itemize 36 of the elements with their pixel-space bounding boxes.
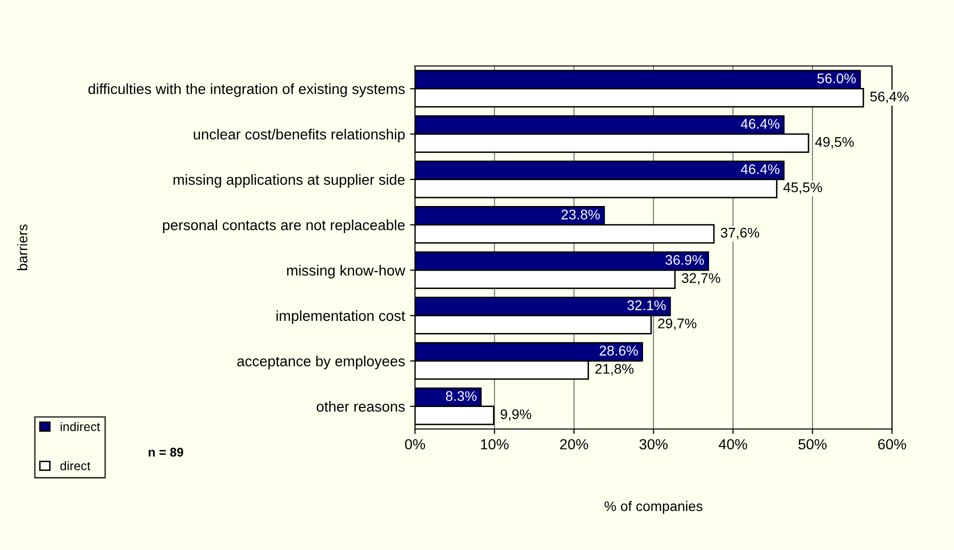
data-label: 32.1% bbox=[627, 300, 666, 310]
data-label: 56.0% bbox=[817, 74, 856, 84]
legend-label: indirect bbox=[60, 422, 100, 432]
data-label: 46.4% bbox=[740, 164, 780, 174]
x-tick-label: 0% bbox=[405, 439, 426, 450]
data-label: 49,5% bbox=[815, 137, 854, 149]
y-tick-label: unclear cost/benefits relationship bbox=[194, 128, 405, 142]
data-label: 21,8% bbox=[595, 364, 634, 376]
x-tick-label: 40% bbox=[718, 439, 748, 450]
x-axis-title: % of companies bbox=[604, 500, 702, 514]
data-label: 32,7% bbox=[682, 273, 720, 285]
x-tick-label: 20% bbox=[560, 439, 588, 450]
data-label: 37,6% bbox=[720, 228, 760, 240]
y-tick-label: difficulties with the integration of existing systems bbox=[88, 83, 405, 97]
x-tick-label: 10% bbox=[481, 439, 509, 450]
y-tick-label: other reasons bbox=[316, 401, 405, 412]
y-axis-title: barriers bbox=[17, 224, 28, 270]
data-label: 8.3% bbox=[446, 391, 477, 401]
x-tick-label: 50% bbox=[798, 439, 827, 450]
data-label: 23.8% bbox=[562, 210, 600, 220]
data-label: 56,4% bbox=[870, 92, 909, 104]
data-label: 28.6% bbox=[600, 346, 638, 356]
data-label: 9,9% bbox=[500, 409, 532, 421]
text: n = 89 bbox=[148, 448, 184, 457]
data-label: 45,5% bbox=[783, 182, 822, 194]
x-tick-label: 30% bbox=[639, 439, 668, 450]
data-label: 46.4% bbox=[740, 118, 780, 129]
y-tick-label: missing applications at supplier side bbox=[174, 174, 405, 188]
data-label: 29,7% bbox=[658, 318, 696, 330]
data-label: 36.9% bbox=[666, 255, 704, 265]
y-tick-label: acceptance by employees bbox=[237, 356, 405, 370]
y-tick-label: missing know-how bbox=[287, 264, 406, 278]
x-tick-label: 60% bbox=[878, 439, 906, 450]
y-tick-label: personal contacts are not replaceable bbox=[163, 220, 405, 234]
legend-label: direct bbox=[60, 461, 90, 470]
y-tick-label: implementation cost bbox=[276, 310, 406, 324]
